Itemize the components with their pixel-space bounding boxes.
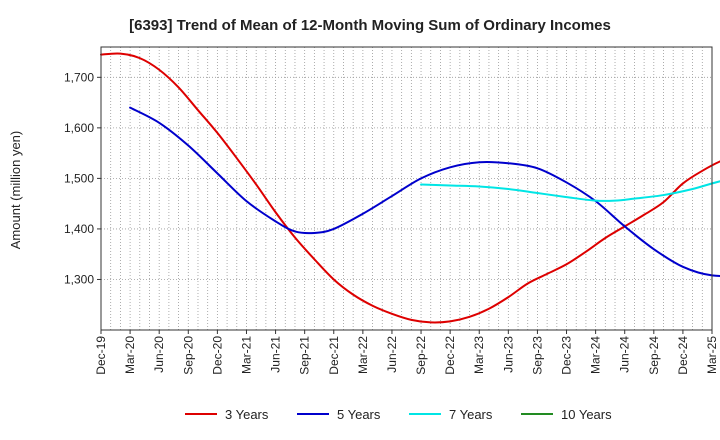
x-tick-label: Dec-19 xyxy=(94,336,108,375)
x-tick-label: Sep-22 xyxy=(414,336,428,375)
x-tick-label: Jun-23 xyxy=(501,336,515,373)
x-tick-label: Sep-21 xyxy=(298,336,312,375)
y-tick-label: 1,400 xyxy=(64,222,94,236)
x-tick-label: Mar-21 xyxy=(239,336,253,374)
x-tick-label: Dec-22 xyxy=(443,336,457,375)
x-tick-label: Mar-23 xyxy=(472,336,486,374)
x-axis-ticks: Dec-19 Mar-20 Jun-20 Sep-20 Dec-20 Mar-21 Jun-… xyxy=(94,330,719,375)
x-tick-label: Dec-24 xyxy=(676,336,690,375)
y-tick-label: 1,300 xyxy=(64,272,94,286)
series-line-5-years xyxy=(129,106,720,277)
x-tick-label: Jun-22 xyxy=(385,336,399,373)
legend: 3 Years 5 Years 7 Years 10 Years xyxy=(185,407,612,422)
x-tick-label: Mar-24 xyxy=(589,336,603,374)
legend-label-7-years: 7 Years xyxy=(449,407,493,422)
y-tick-label: 1,500 xyxy=(64,171,94,185)
x-tick-label: Dec-20 xyxy=(210,336,224,375)
series-layer xyxy=(100,52,720,324)
x-tick-label: Jun-20 xyxy=(152,336,166,373)
x-tick-label: Mar-22 xyxy=(356,336,370,374)
legend-label-10-years: 10 Years xyxy=(561,407,612,422)
x-tick-label: Sep-23 xyxy=(530,336,544,375)
x-tick-label: Mar-25 xyxy=(705,336,719,374)
y-tick-label: 1,600 xyxy=(64,121,94,135)
x-tick-label: Jun-21 xyxy=(269,336,283,373)
y-axis-ticks: 1,300 1,400 1,500 1,600 1,700 xyxy=(64,70,101,286)
grid-lines xyxy=(101,47,712,330)
x-tick-label: Jun-24 xyxy=(618,336,632,373)
y-axis-title: Amount (million yen) xyxy=(8,131,23,250)
legend-label-5-years: 5 Years xyxy=(337,407,381,422)
x-tick-label: Sep-20 xyxy=(181,336,195,375)
legend-label-3-years: 3 Years xyxy=(225,407,269,422)
series-line-3-years xyxy=(100,52,720,324)
x-tick-label: Sep-24 xyxy=(647,336,661,375)
x-tick-label: Mar-20 xyxy=(123,336,137,374)
x-tick-label: Dec-21 xyxy=(327,336,341,375)
x-tick-label: Dec-23 xyxy=(560,336,574,375)
y-tick-label: 1,700 xyxy=(64,70,94,84)
plot-frame xyxy=(100,46,713,331)
chart-title: [6393] Trend of Mean of 12-Month Moving … xyxy=(129,17,611,34)
series-line-7-years xyxy=(420,180,720,202)
